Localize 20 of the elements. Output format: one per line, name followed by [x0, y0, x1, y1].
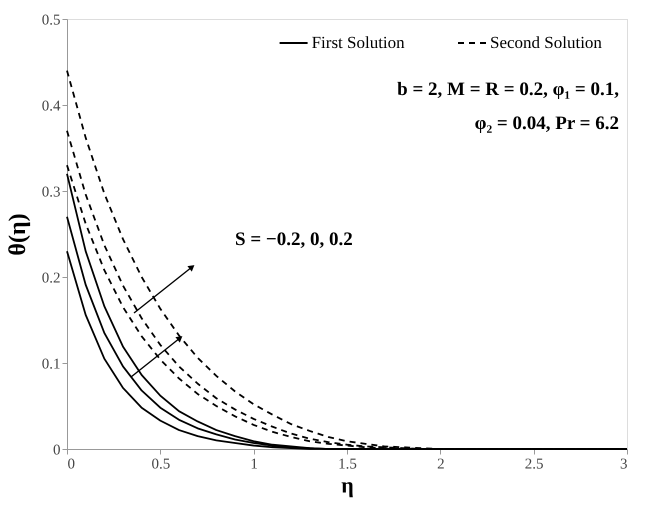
legend-label: First Solution	[312, 33, 406, 52]
x-axis-title: η	[341, 472, 354, 498]
annotation: b = 2, M = R = 0.2, φ₁ = 0.1,	[397, 79, 620, 100]
x-tick-label: 0	[68, 456, 75, 472]
x-tick-label: 2.5	[524, 456, 544, 472]
x-tick-label: 3	[620, 456, 628, 472]
x-tick-label: 1.5	[338, 456, 357, 472]
y-tick-label: 0.3	[42, 184, 60, 200]
legend-label: Second Solution	[490, 33, 602, 52]
x-tick-label: 2	[437, 456, 445, 472]
x-tick-label: 0.5	[151, 456, 170, 472]
annotation: φ₂ = 0.04, Pr = 6.2	[474, 113, 619, 134]
y-tick-label: 0.2	[42, 270, 60, 286]
annotation: S = −0.2, 0, 0.2	[235, 229, 353, 250]
y-tick-label: 0.4	[42, 98, 61, 114]
y-tick-label: 0.1	[42, 356, 60, 372]
y-tick-label: 0.5	[42, 12, 60, 28]
x-tick-label: 1	[250, 456, 258, 472]
y-axis-title: θ(η)	[4, 213, 31, 256]
y-tick-label: 0	[53, 442, 60, 458]
